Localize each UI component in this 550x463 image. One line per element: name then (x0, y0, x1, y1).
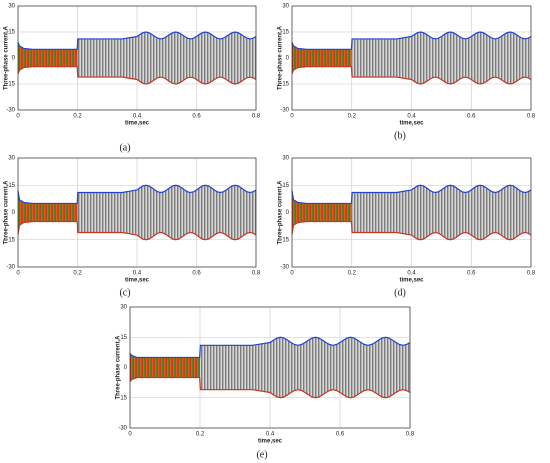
x-tick-label: 0.8 (252, 271, 261, 277)
x-axis-label: time,sec (258, 439, 283, 445)
plot-frame (17, 157, 257, 268)
x-tick-label: 0.8 (527, 271, 536, 277)
x-tick-label: 0 (290, 114, 294, 120)
x-tick-label: 0.4 (407, 114, 416, 120)
subplot: -30 -15 0 15 30 0 0.2 0.4 0.6 0.8 time,sec Three-ph… (4, 156, 261, 299)
subplot-label: (e) (256, 449, 267, 460)
envelope-line (291, 220, 532, 241)
y-tick-label: 30 (282, 4, 289, 10)
y-tick-label: 0 (286, 210, 290, 216)
subplot: -30 -15 0 15 30 0 0.2 0.4 0.6 0.8 time,sec Three-ph… (278, 4, 536, 142)
x-tick-label: 0 (16, 114, 20, 120)
y-tick-label: 15 (282, 30, 289, 36)
x-tick-label: 0.4 (407, 271, 416, 277)
x-tick-label: 0 (16, 271, 20, 277)
subplot-label: (a) (119, 142, 130, 153)
y-tick-label: 0 (12, 210, 16, 216)
subplot-label: (d) (394, 287, 406, 298)
x-axis-label: time,sec (125, 121, 150, 127)
y-tick-label: 30 (282, 156, 289, 162)
plot-frame (291, 157, 532, 268)
x-tick-label: 0.4 (133, 271, 142, 277)
x-axis-label: time,sec (399, 278, 424, 284)
subplot: -30 -15 0 15 30 0 0.2 0.4 0.6 0.8 time,sec Three-ph… (116, 305, 415, 461)
x-tick-label: 0.6 (192, 114, 201, 120)
envelope-line (17, 31, 257, 50)
y-tick-label: -30 (118, 426, 127, 432)
x-tick-label: 0 (290, 271, 294, 277)
y-axis-label: Three-phase current,A (278, 25, 284, 90)
x-tick-label: 0.4 (133, 114, 142, 120)
y-tick-label: 0 (12, 56, 16, 62)
y-tick-label: -30 (280, 108, 289, 114)
y-tick-label: -15 (118, 395, 127, 401)
subplot-label: (b) (394, 130, 406, 141)
x-tick-label: 0.6 (467, 271, 476, 277)
y-tick-label: 15 (120, 335, 127, 341)
y-tick-label: 0 (124, 365, 128, 371)
x-axis-label: time,sec (125, 278, 150, 284)
band-fill (351, 185, 531, 240)
x-tick-label: 0.2 (196, 432, 205, 438)
x-tick-label: 0.4 (266, 432, 275, 438)
x-tick-label: 0.6 (467, 114, 476, 120)
band-fill (200, 337, 410, 398)
band-fill (77, 185, 256, 240)
subplot-label: (c) (119, 287, 130, 298)
x-tick-label: 0.2 (348, 271, 357, 277)
y-axis-label: Three-phase current,A (4, 180, 10, 245)
y-tick-label: -15 (280, 82, 289, 88)
y-tick-label: -15 (6, 82, 15, 88)
plot-frame (291, 5, 532, 111)
subplot: -30 -15 0 15 30 0 0.2 0.4 0.6 0.8 time,sec Three-ph… (4, 4, 261, 154)
y-tick-label: 30 (8, 4, 15, 10)
x-axis-label: time,sec (399, 121, 424, 127)
y-axis-label: Three-phase current,A (116, 335, 122, 400)
envelope-line (17, 184, 257, 205)
envelope-line (17, 66, 257, 85)
y-tick-label: 30 (120, 305, 127, 311)
subplot: -30 -15 0 15 30 0 0.2 0.4 0.6 0.8 time,sec Three-ph… (278, 156, 536, 299)
envelope-line (291, 66, 532, 85)
x-tick-label: 0.2 (348, 114, 357, 120)
y-tick-label: -15 (280, 237, 289, 243)
y-tick-label: -30 (6, 265, 15, 271)
envelope-line (129, 336, 411, 359)
y-tick-label: -15 (6, 237, 15, 243)
envelope-line (17, 220, 257, 241)
plot-frame (17, 5, 257, 111)
y-tick-label: 0 (286, 56, 290, 62)
x-tick-label: 0.6 (192, 271, 201, 277)
x-tick-label: 0.8 (406, 432, 415, 438)
y-tick-label: 15 (8, 183, 15, 189)
y-tick-label: -30 (6, 108, 15, 114)
envelope-line (291, 184, 532, 205)
x-tick-label: 0.8 (252, 114, 261, 120)
y-tick-label: 15 (282, 183, 289, 189)
band-fill (77, 32, 256, 84)
x-tick-label: 0.6 (336, 432, 345, 438)
band-fill (351, 32, 531, 84)
y-tick-label: 30 (8, 156, 15, 162)
x-tick-label: 0.2 (73, 271, 82, 277)
y-axis-label: Three-phase current,A (278, 180, 284, 245)
plot-frame (129, 306, 411, 429)
x-tick-label: 0.2 (73, 114, 82, 120)
envelope-line (291, 31, 532, 50)
x-tick-label: 0 (128, 432, 132, 438)
y-tick-label: -30 (280, 265, 289, 271)
x-tick-label: 0.8 (527, 114, 536, 120)
envelope-line (129, 376, 411, 399)
y-tick-label: 15 (8, 30, 15, 36)
y-axis-label: Three-phase current,A (4, 25, 10, 90)
